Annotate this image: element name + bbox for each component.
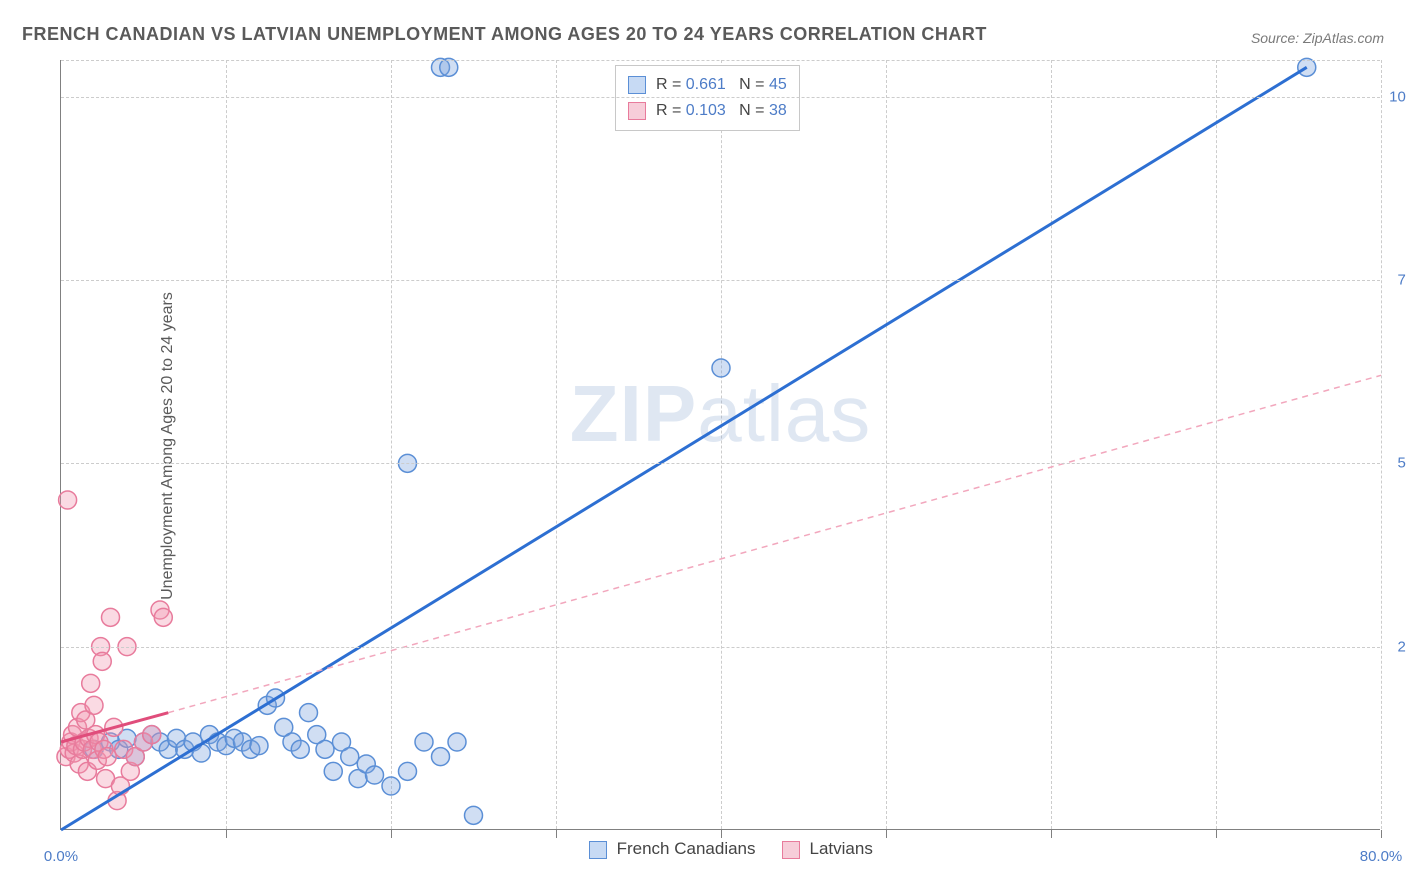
legend-label: French Canadians — [617, 839, 756, 858]
data-point — [300, 704, 318, 722]
data-point — [440, 58, 458, 76]
data-point — [82, 674, 100, 692]
x-tick — [556, 830, 557, 838]
legend-swatch — [628, 76, 646, 94]
r-value: 0.661 — [686, 76, 726, 93]
legend-stats-box: R = 0.661 N = 45R = 0.103 N = 38 — [615, 65, 800, 131]
x-tick — [886, 830, 887, 838]
y-tick-label: 75.0% — [1385, 272, 1406, 289]
y-tick-label: 100.0% — [1385, 88, 1406, 105]
data-point — [366, 766, 384, 784]
x-tick — [721, 830, 722, 838]
data-point — [143, 726, 161, 744]
x-tick — [1216, 830, 1217, 838]
legend-stats-row: R = 0.103 N = 38 — [628, 98, 787, 124]
n-value: 45 — [769, 76, 787, 93]
data-point — [712, 359, 730, 377]
data-point — [382, 777, 400, 795]
gridline-h — [61, 647, 1380, 648]
x-tick-label: 80.0% — [1360, 848, 1403, 865]
data-point — [465, 806, 483, 824]
gridline-h — [61, 60, 1380, 61]
gridline-h — [61, 463, 1380, 464]
data-point — [98, 748, 116, 766]
n-label: N = — [726, 76, 769, 93]
data-point — [93, 652, 111, 670]
legend-stats-row: R = 0.661 N = 45 — [628, 72, 787, 98]
x-tick — [391, 830, 392, 838]
x-tick — [226, 830, 227, 838]
legend-swatch — [589, 841, 607, 859]
legend-swatch — [782, 841, 800, 859]
legend-label: Latvians — [810, 839, 873, 858]
data-point — [250, 737, 268, 755]
legend-bottom: French Canadians Latvians — [589, 839, 899, 859]
legend-item: Latvians — [782, 839, 873, 859]
data-point — [432, 748, 450, 766]
r-label: R = — [656, 76, 686, 93]
data-point — [154, 608, 172, 626]
data-point — [59, 491, 77, 509]
n-label: N = — [726, 102, 769, 119]
n-value: 38 — [769, 102, 787, 119]
data-point — [316, 740, 334, 758]
x-tick — [1381, 830, 1382, 838]
data-point — [415, 733, 433, 751]
source-label: Source: ZipAtlas.com — [1251, 30, 1384, 46]
x-tick — [1051, 830, 1052, 838]
plot-area: ZIPatlas R = 0.661 N = 45R = 0.103 N = 3… — [60, 60, 1380, 830]
data-point — [341, 748, 359, 766]
x-tick-label: 0.0% — [44, 848, 78, 865]
gridline-v — [1381, 60, 1382, 829]
gridline-h — [61, 97, 1380, 98]
data-point — [85, 696, 103, 714]
data-point — [448, 733, 466, 751]
legend-item: French Canadians — [589, 839, 756, 859]
trend-line — [168, 375, 1381, 712]
y-tick-label: 25.0% — [1385, 638, 1406, 655]
y-tick-label: 50.0% — [1385, 455, 1406, 472]
trend-line — [61, 67, 1307, 830]
chart-title: FRENCH CANADIAN VS LATVIAN UNEMPLOYMENT … — [22, 24, 987, 45]
chart-svg — [61, 60, 1380, 829]
data-point — [291, 740, 309, 758]
data-point — [324, 762, 342, 780]
data-point — [102, 608, 120, 626]
r-label: R = — [656, 102, 686, 119]
legend-swatch — [628, 102, 646, 120]
r-value: 0.103 — [686, 102, 726, 119]
data-point — [399, 762, 417, 780]
gridline-h — [61, 280, 1380, 281]
